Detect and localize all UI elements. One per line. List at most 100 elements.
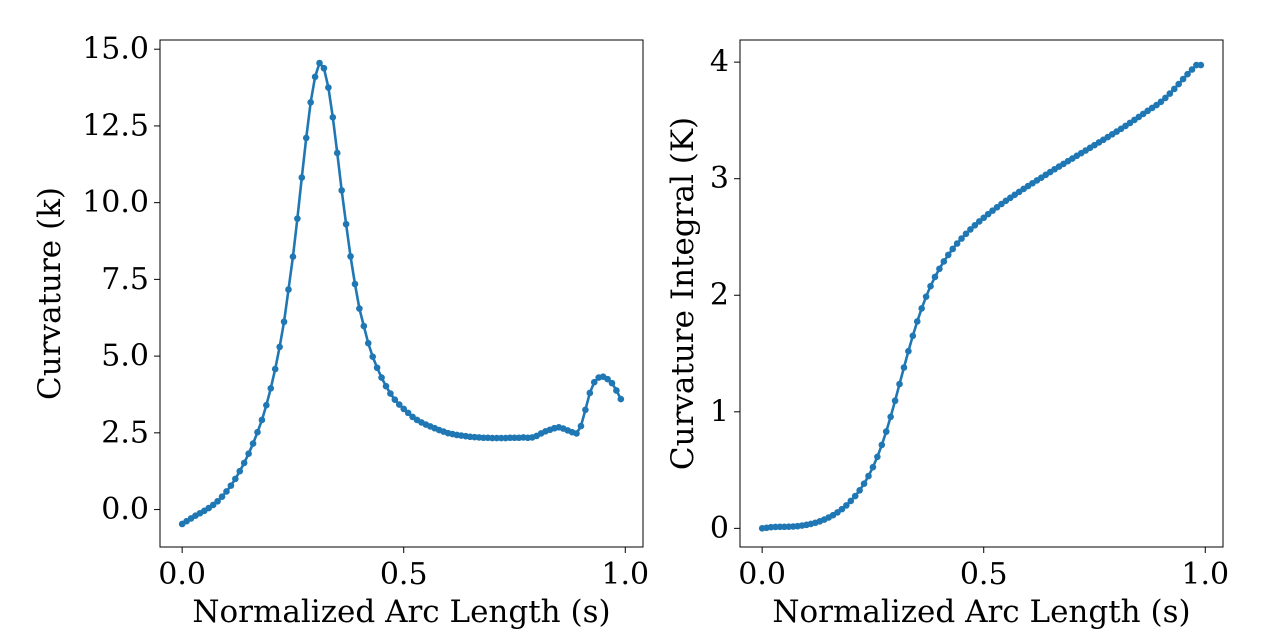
data-point (617, 395, 625, 403)
y-tick-label: 3 (710, 161, 729, 196)
y-axis-label: Curvature (k) (32, 187, 68, 400)
data-point (878, 441, 886, 449)
data-point (913, 318, 921, 325)
y-tick-label: 12.5 (82, 108, 149, 143)
data-point (382, 382, 390, 390)
data-point (958, 235, 965, 242)
data-point (590, 378, 598, 386)
data-point (391, 396, 399, 403)
data-point (369, 353, 377, 361)
data-point (329, 114, 337, 121)
data-point (338, 187, 345, 194)
y-axis-label: Curvature Integral (K) (665, 117, 701, 470)
data-point (387, 390, 394, 397)
data-point (1157, 98, 1165, 106)
curvature-integral-plot: 0.0 0.5 1.0 0 1 2 3 4 Normalized Arc Length (s) C… (665, 39, 1229, 630)
y-tick-label: 15.0 (82, 32, 149, 67)
y-tick-label: 2.5 (101, 415, 149, 450)
y-tick-label: 7.5 (101, 262, 149, 297)
series-line (760, 63, 1203, 530)
data-point (240, 459, 248, 467)
data-point (218, 493, 226, 500)
data-point (905, 347, 912, 355)
y-tick-label: 1 (710, 394, 729, 429)
x-axis-label: Normalized Arc Length (s) (772, 594, 1190, 630)
data-point (245, 450, 252, 458)
data-point (971, 222, 979, 229)
y-tick-label: 5.0 (101, 339, 149, 374)
data-point (373, 364, 381, 372)
data-point (931, 273, 939, 281)
data-point (980, 214, 988, 222)
data-point (325, 84, 332, 91)
data-point (944, 251, 952, 259)
data-point (214, 497, 221, 505)
data-point (918, 305, 925, 312)
data-point (856, 487, 863, 494)
data-point (582, 406, 589, 414)
data-point (936, 265, 943, 273)
data-point (236, 467, 244, 475)
data-point (404, 409, 412, 417)
data-point (320, 64, 328, 72)
data-point (891, 397, 899, 405)
data-point (586, 389, 594, 397)
x-tick-label: 1.0 (601, 557, 649, 592)
data-point (223, 488, 230, 495)
data-point (573, 430, 580, 437)
y-tick-label: 4 (710, 45, 729, 80)
x-tick-label: 0.5 (960, 557, 1008, 592)
x-tick-label: 0.5 (380, 557, 428, 592)
data-point (311, 73, 319, 81)
data-point (608, 379, 616, 387)
data-point (289, 253, 297, 260)
data-point (962, 230, 970, 238)
data-point (860, 480, 868, 488)
data-point (285, 286, 292, 293)
data-point (838, 505, 846, 513)
data-point (869, 463, 877, 471)
data-point (900, 364, 908, 371)
data-point (927, 282, 934, 290)
data-point (232, 475, 239, 483)
curvature-plot: 0.0 0.5 1.0 0.0 2.5 5.0 7.5 10.0 12.5 15.0 Normali… (32, 32, 649, 630)
data-point (613, 387, 620, 394)
y-tick-label: 0.0 (101, 492, 149, 527)
data-point (1162, 94, 1169, 102)
data-point (364, 339, 372, 347)
x-tick-label: 1.0 (1181, 557, 1229, 592)
plot-frame (159, 39, 644, 548)
data-point (874, 453, 881, 461)
data-point (851, 492, 859, 500)
data-point (298, 174, 306, 181)
data-point (316, 59, 323, 67)
y-tick-label: 2 (710, 278, 729, 313)
data-point (896, 380, 903, 388)
data-point (984, 210, 992, 218)
data-point (887, 413, 894, 421)
data-point (847, 497, 855, 505)
data-point (1175, 80, 1182, 88)
data-point (333, 149, 341, 157)
data-point (909, 332, 917, 340)
x-axis-label: Normalized Arc Length (s) (192, 594, 610, 630)
data-point (280, 318, 288, 326)
data-point (294, 215, 301, 222)
plot-frame (739, 39, 1224, 548)
y-tick-label: 10.0 (82, 185, 149, 220)
x-tick-label: 0.0 (158, 557, 206, 592)
data-point (975, 218, 983, 225)
data-point (347, 253, 354, 260)
data-point (351, 280, 359, 288)
data-point (940, 258, 948, 265)
data-point (263, 401, 270, 409)
data-point (1188, 66, 1196, 73)
data-point (882, 428, 890, 435)
data-point (267, 385, 275, 392)
data-point (258, 416, 266, 424)
data-point (843, 502, 850, 509)
data-point (949, 245, 956, 253)
x-tick-label: 0.0 (738, 557, 786, 592)
data-point (967, 226, 974, 233)
